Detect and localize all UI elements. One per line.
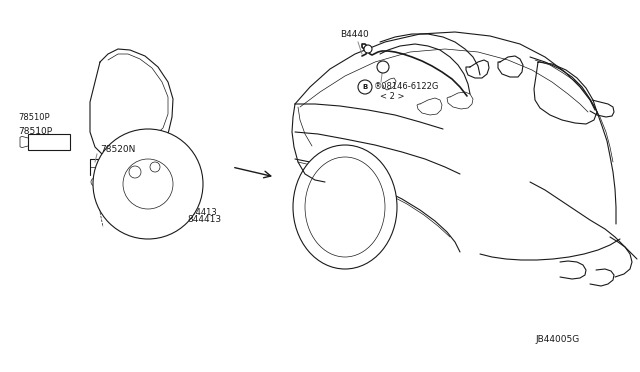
- Ellipse shape: [305, 157, 385, 257]
- Text: 78510P: 78510P: [18, 127, 52, 136]
- Circle shape: [358, 80, 372, 94]
- Text: 78520N: 78520N: [100, 145, 136, 154]
- Text: ®08146-6122G: ®08146-6122G: [374, 81, 440, 90]
- Text: B4440: B4440: [340, 30, 369, 39]
- Text: 844413: 844413: [185, 208, 217, 217]
- Text: 78510P: 78510P: [18, 113, 50, 122]
- Circle shape: [377, 61, 389, 73]
- Ellipse shape: [293, 145, 397, 269]
- Text: 78520N: 78520N: [103, 153, 136, 161]
- Text: B: B: [362, 84, 367, 90]
- Text: JB44005G: JB44005G: [535, 335, 579, 344]
- Circle shape: [123, 159, 173, 209]
- FancyBboxPatch shape: [28, 134, 70, 150]
- Text: < 2 >: < 2 >: [380, 92, 404, 100]
- Circle shape: [129, 166, 141, 178]
- Circle shape: [93, 129, 203, 239]
- Circle shape: [91, 178, 99, 186]
- Circle shape: [150, 162, 160, 172]
- Text: 844413: 844413: [187, 215, 221, 224]
- Circle shape: [173, 207, 183, 217]
- Circle shape: [364, 45, 372, 53]
